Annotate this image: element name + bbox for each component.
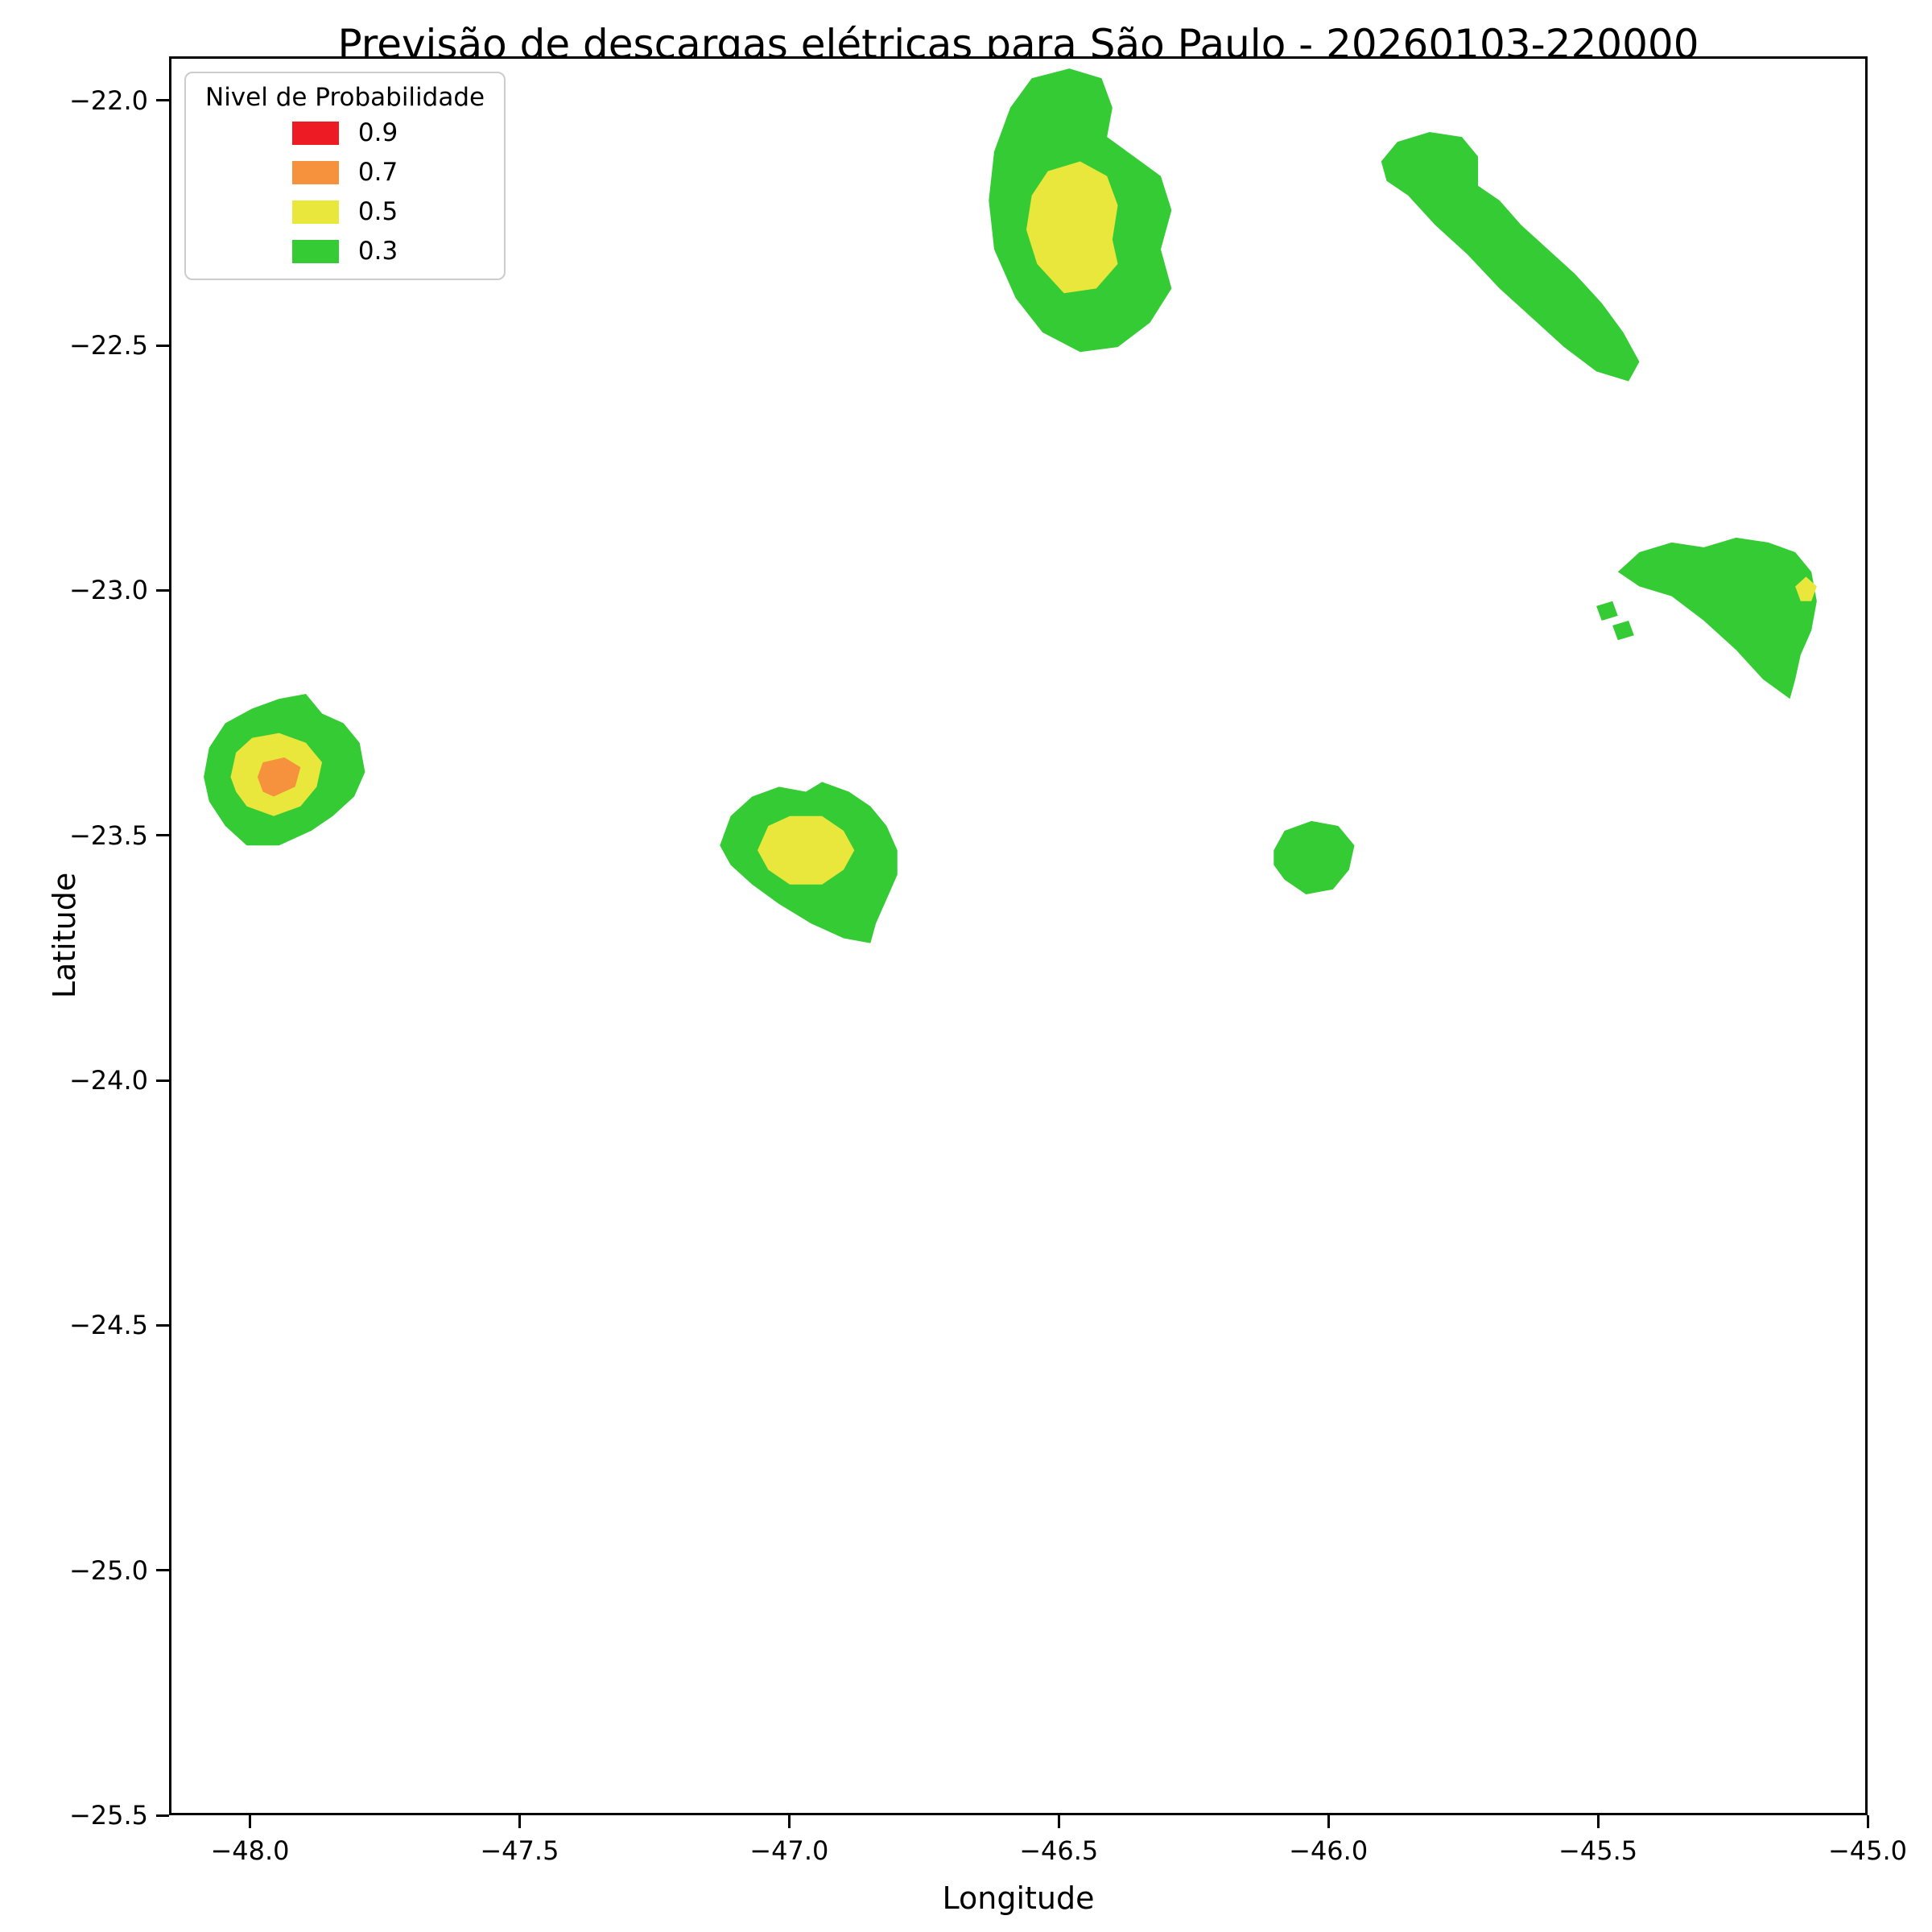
y-tick-mark: [156, 1814, 169, 1817]
x-tick-mark: [1327, 1815, 1330, 1828]
y-tick-mark: [156, 588, 169, 592]
plot-area: Nivel de Probabilidade 0.9 0.7 0.5 0.3: [169, 56, 1868, 1815]
legend-entries: 0.9 0.7 0.5 0.3: [291, 118, 398, 266]
y-tick-label: −23.5: [68, 819, 148, 851]
contour-region-left-blob-orange: [257, 757, 301, 797]
x-tick-label: −47.5: [480, 1835, 559, 1866]
x-tick-label: −46.5: [1019, 1835, 1099, 1866]
y-tick-label: −22.0: [68, 85, 148, 116]
x-tick-mark: [248, 1815, 251, 1828]
contour-region-right-edge-yellow-speck: [1795, 576, 1817, 601]
legend-swatch-red: [291, 121, 339, 145]
legend-entry-03: 0.3: [291, 237, 398, 266]
x-tick-mark: [518, 1815, 521, 1828]
legend-entry-label: 0.7: [357, 158, 398, 187]
x-tick-label: −45.0: [1827, 1835, 1908, 1866]
legend-swatch-green: [291, 239, 339, 263]
y-tick-label: −25.0: [68, 1554, 148, 1586]
legend-swatch-orange: [291, 160, 339, 184]
legend-entry-05: 0.5: [291, 197, 398, 226]
y-tick-label: −25.5: [68, 1800, 148, 1831]
y-tick-label: −22.5: [68, 330, 148, 361]
contour-region-right-fragment-b-green: [1612, 620, 1634, 641]
contour-region-center-blob-yellow: [758, 815, 855, 885]
y-tick-mark: [156, 1079, 169, 1082]
legend-swatch-yellow: [291, 200, 339, 224]
legend-entry-label: 0.5: [357, 197, 398, 226]
legend-entry-09: 0.9: [291, 118, 398, 147]
x-tick-label: −48.0: [210, 1835, 290, 1866]
contour-region-small-blob-green: [1274, 820, 1355, 894]
y-tick-label: −24.5: [68, 1310, 148, 1341]
y-tick-mark: [156, 344, 169, 347]
x-tick-mark: [787, 1815, 791, 1828]
contour-region-top-right-band-green: [1381, 132, 1640, 382]
y-tick-label: −23.0: [68, 575, 148, 606]
y-tick-label: −24.0: [68, 1065, 148, 1096]
y-tick-mark: [156, 834, 169, 837]
legend-entry-label: 0.3: [357, 237, 398, 266]
y-axis-label: Latitude: [47, 872, 82, 999]
y-tick-mark: [156, 1323, 169, 1327]
x-tick-label: −46.0: [1289, 1835, 1368, 1866]
x-tick-label: −47.0: [749, 1835, 829, 1866]
y-tick-mark: [156, 99, 169, 102]
contour-region-top-center-yellow: [1026, 161, 1118, 294]
x-tick-mark: [1866, 1815, 1869, 1828]
contour-region-right-triangle-green: [1617, 537, 1817, 700]
x-tick-label: −45.5: [1558, 1835, 1638, 1866]
contour-plot: [204, 68, 1817, 943]
contour-region-right-fragment-a-green: [1596, 601, 1618, 621]
y-tick-mark: [156, 1569, 169, 1572]
legend: Nivel de Probabilidade 0.9 0.7 0.5 0.3: [184, 72, 506, 280]
legend-title: Nivel de Probabilidade: [205, 83, 485, 112]
x-axis-label: Longitude: [942, 1880, 1095, 1916]
x-tick-mark: [1057, 1815, 1060, 1828]
legend-entry-label: 0.9: [357, 118, 398, 147]
legend-entry-07: 0.7: [291, 158, 398, 187]
x-tick-mark: [1596, 1815, 1600, 1828]
